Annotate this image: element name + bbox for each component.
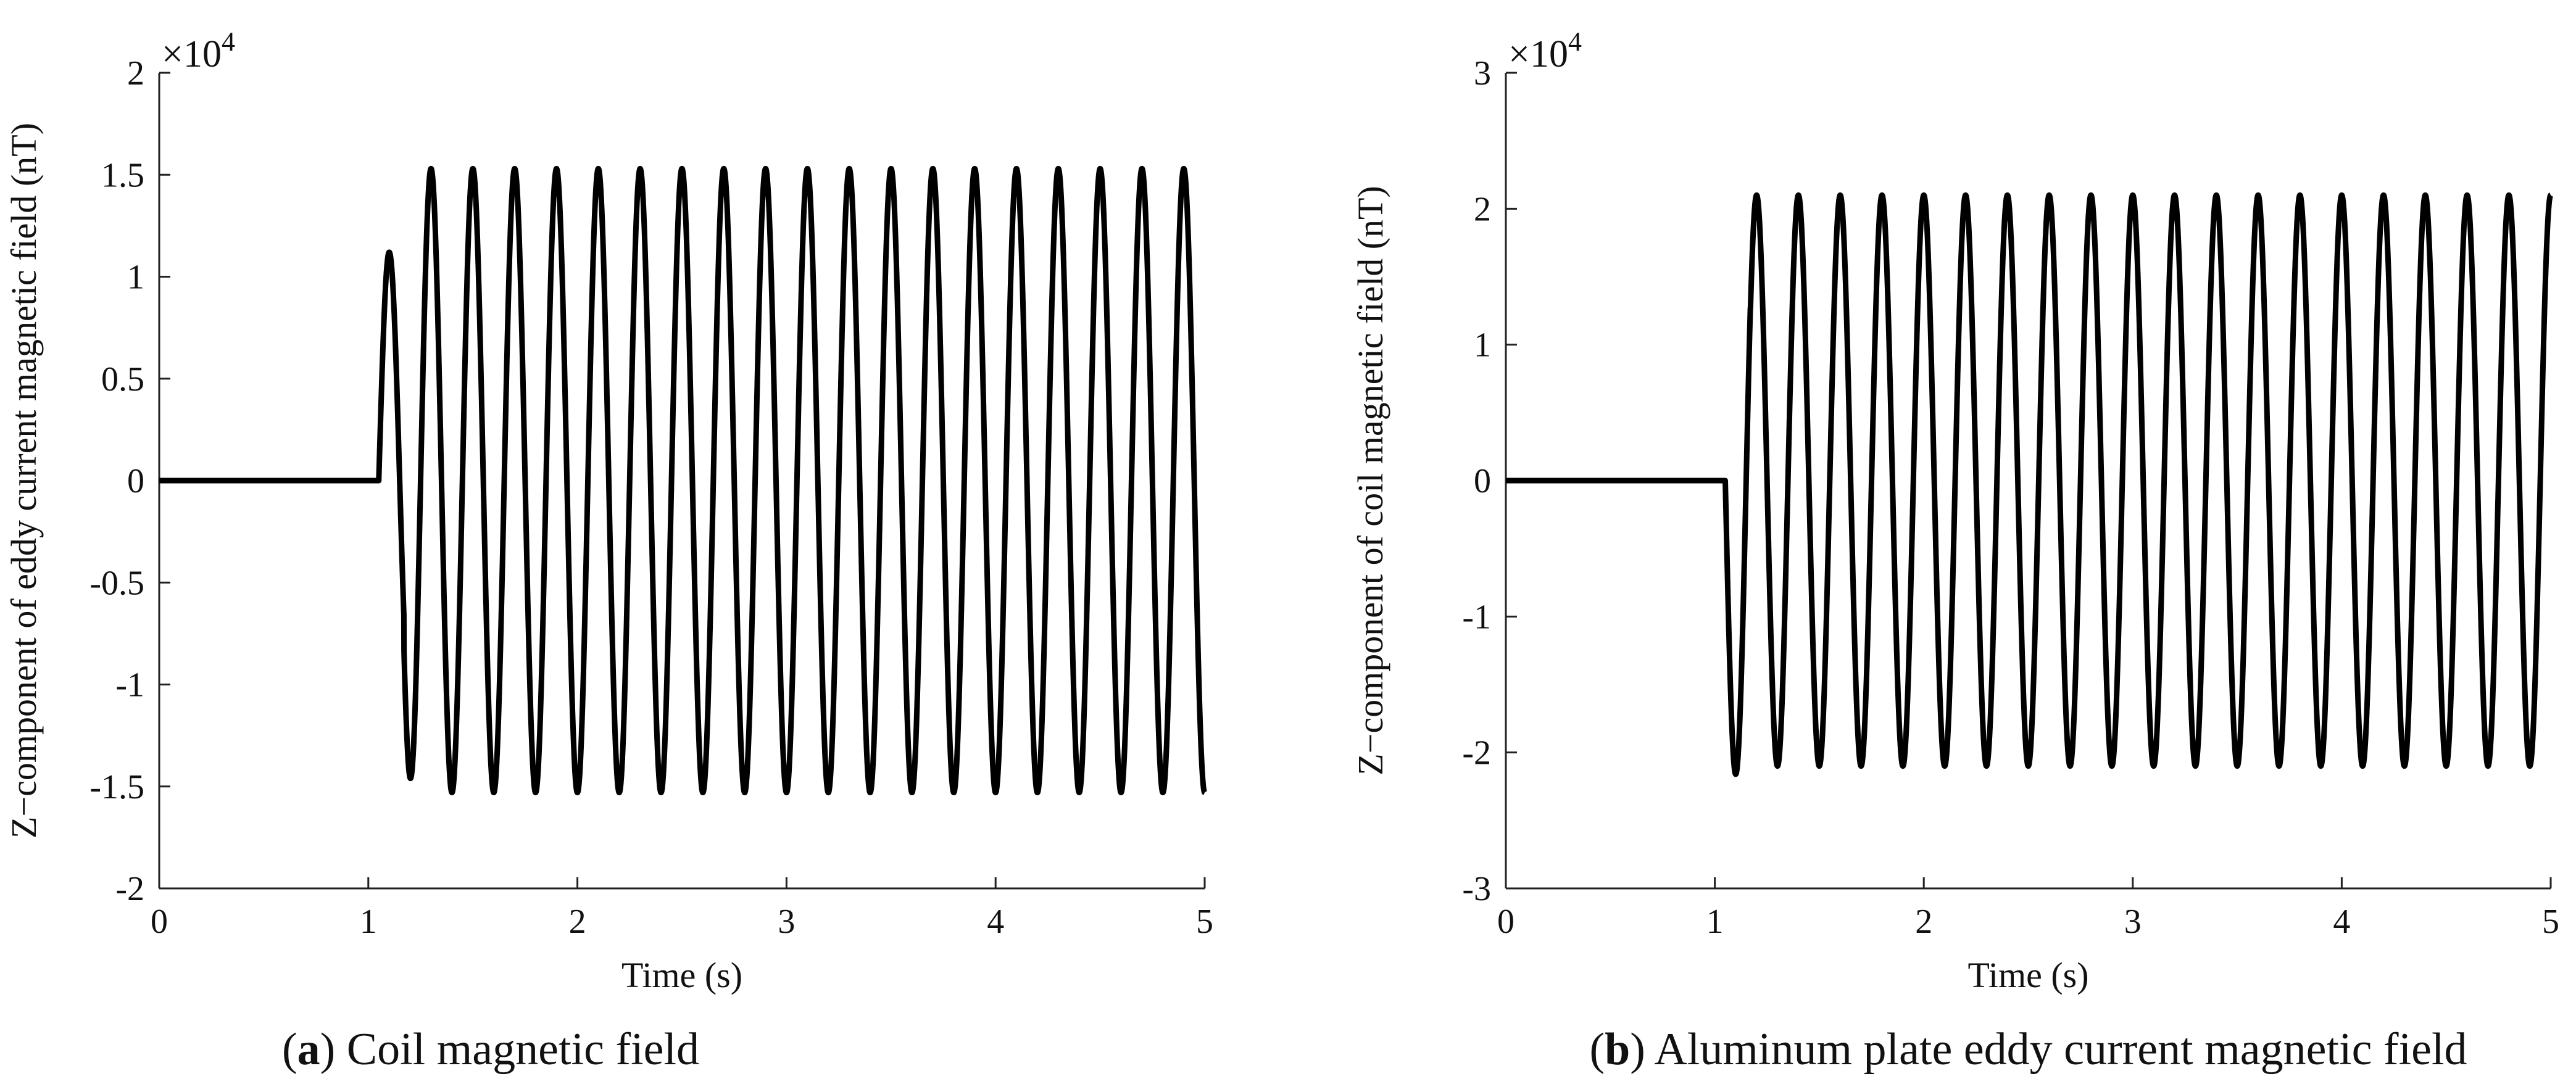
chart-a-x-tick-label: 0 [151, 903, 168, 941]
chart-b-y-tick-label: 1 [1474, 326, 1491, 365]
chart-a-x-axis-label: Time (s) [621, 955, 742, 995]
chart-b-exponent-label: ×104 [1508, 27, 1582, 75]
chart-a-y-tick-label: 1.5 [101, 156, 144, 194]
chart-a-y-tick-label: 1 [127, 259, 144, 297]
chart-a-y-tick-label: 2 [127, 54, 144, 93]
chart-b-y-axis-label: Z−component of coil magnetic field (nT) [1350, 186, 1390, 776]
chart-a-caption: (a) Coil magnetic field [282, 1024, 699, 1075]
chart-a-y-tick-label: -0.5 [89, 564, 144, 602]
chart-a-y-tick-label: -1 [115, 666, 144, 705]
chart-b-y-tick-label: 0 [1474, 462, 1491, 500]
chart-a-caption-text: Coil magnetic field [347, 1024, 699, 1075]
chart-b-y-tick-label: -1 [1462, 598, 1491, 636]
chart-b-y-tick-label: -2 [1462, 734, 1491, 772]
chart-a-y-tick-label: -1.5 [89, 768, 144, 806]
chart-b-exponent-power: 4 [1568, 27, 1582, 57]
chart-b-x-tick-label: 3 [2124, 903, 2142, 941]
chart-b-x-tick-label: 0 [1497, 903, 1514, 941]
chart-a-caption-open-paren: ( [282, 1024, 297, 1075]
chart-a-x-tick-label: 1 [360, 903, 377, 941]
chart-b-x-tick-label: 5 [2542, 903, 2559, 941]
chart-a-series-line [156, 165, 1208, 796]
chart-a-x-tick-label: 4 [987, 903, 1004, 941]
chart-a-y-tick-label: 0 [127, 462, 144, 500]
chart-b-series-line [1503, 192, 2554, 777]
chart-a-exponent-label: ×104 [162, 27, 235, 75]
chart-b-caption: (b) Aluminum plate eddy current magnetic… [1589, 1024, 2467, 1075]
chart-b-x-tick-label: 4 [2333, 903, 2350, 941]
chart-a-y-tick-label: 0.5 [101, 360, 144, 399]
chart-a-x-tick-label: 5 [1196, 903, 1213, 941]
chart-b-x-axis-label: Time (s) [1967, 955, 2088, 995]
chart-a-y-tick-label: -2 [115, 870, 144, 908]
chart-b-x-tick-label: 1 [1706, 903, 1724, 941]
chart-b-y-tick-label: -3 [1462, 870, 1491, 908]
chart-a-exponent-base: ×10 [162, 33, 222, 75]
chart-a-x-tick-label: 2 [569, 903, 586, 941]
chart-b-caption-letter: b [1605, 1024, 1630, 1075]
chart-b-caption-open-paren: ( [1589, 1024, 1605, 1075]
chart-a-caption-close-paren: ) [320, 1024, 347, 1075]
chart-b-caption-close-paren: ) [1630, 1024, 1654, 1075]
chart-b-caption-text: Aluminum plate eddy current magnetic fie… [1654, 1024, 2467, 1075]
chart-a-caption-letter: a [297, 1024, 320, 1075]
chart-b-y-tick-label: 3 [1474, 54, 1491, 93]
chart-b-y-tick-label: 2 [1474, 190, 1491, 228]
chart-a-exponent-power: 4 [222, 27, 235, 57]
chart-b-x-tick-label: 2 [1915, 903, 1932, 941]
chart-a-x-tick-label: 3 [778, 903, 795, 941]
chart-b-exponent-base: ×10 [1508, 33, 1568, 75]
chart-a-y-axis-label: Z−component of eddy current magnetic fie… [4, 123, 44, 838]
